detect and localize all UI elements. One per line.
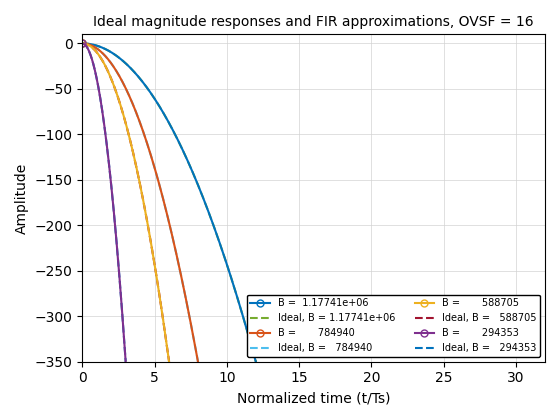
- Legend: B =  1.17741e+06, Ideal, B = 1.17741e+06, B =       784940, Ideal, B =   784940,: B = 1.17741e+06, Ideal, B = 1.17741e+06,…: [246, 294, 540, 357]
- Y-axis label: Amplitude: Amplitude: [15, 163, 29, 234]
- Title: Ideal magnitude responses and FIR approximations, OVSF = 16: Ideal magnitude responses and FIR approx…: [94, 15, 534, 29]
- X-axis label: Normalized time (t/Ts): Normalized time (t/Ts): [237, 391, 390, 405]
